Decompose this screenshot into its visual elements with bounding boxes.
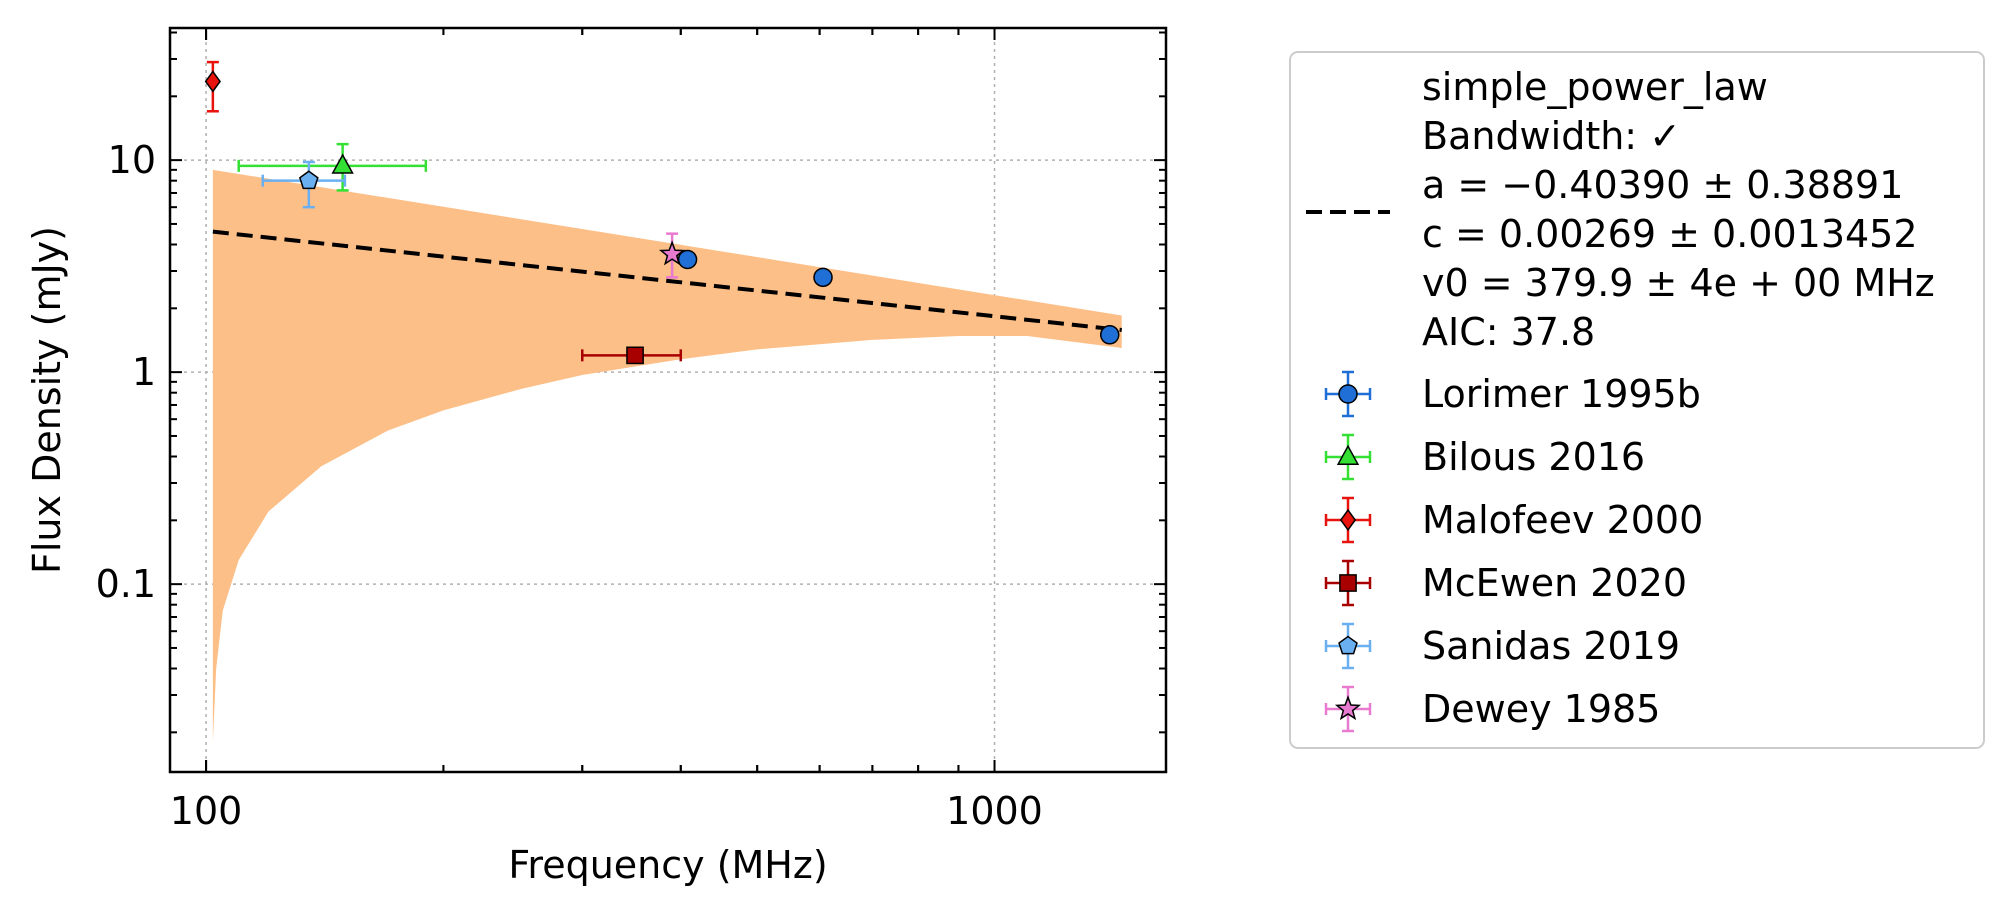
legend-entry-2: Malofeev 2000 xyxy=(1324,496,1703,544)
data-points xyxy=(204,60,1120,365)
legend-marker-3 xyxy=(1339,574,1357,592)
series-1 xyxy=(237,142,428,192)
legend-label-2: Malofeev 2000 xyxy=(1422,498,1703,542)
data-point-5-0 xyxy=(658,240,686,266)
legend-marker-4 xyxy=(1338,635,1358,655)
fit-line xyxy=(212,229,1122,333)
grid xyxy=(170,28,1166,772)
legend-frame xyxy=(1289,51,1985,749)
legend-entry-3: McEwen 2020 xyxy=(1324,559,1687,607)
legend-label-5: Dewey 1985 xyxy=(1422,687,1660,731)
fit-band xyxy=(212,169,1122,743)
x-tick-label-1: 1000 xyxy=(946,789,1043,833)
series-4 xyxy=(261,160,347,209)
legend-entry-1: Bilous 2016 xyxy=(1324,433,1645,481)
legend-fit-line-1: Bandwidth: ✓ xyxy=(1422,114,1681,158)
series-0 xyxy=(677,249,1120,345)
data-point-1-0 xyxy=(331,153,354,174)
legend-marker-1 xyxy=(1336,444,1360,465)
legend-entry-0: Lorimer 1995b xyxy=(1324,370,1701,418)
series-3 xyxy=(581,346,683,365)
fit-uncertainty-band xyxy=(212,169,1122,743)
data-point-2-0 xyxy=(204,70,221,93)
legend-marker-0 xyxy=(1338,384,1358,404)
y-tick-label-2: 10 xyxy=(108,138,156,182)
fit-line-layer xyxy=(212,229,1122,333)
legend: simple_power_law Bandwidth: ✓ a = −0.40390… xyxy=(1289,51,1985,749)
legend-label-3: McEwen 2020 xyxy=(1422,561,1687,605)
data-point-3-0 xyxy=(626,346,644,365)
legend-marker-5 xyxy=(1334,695,1362,721)
legend-fit-line-5: AIC: 37.8 xyxy=(1422,310,1595,354)
legend-fit-line-2: a = −0.40390 ± 0.38891 xyxy=(1422,163,1903,207)
y-tick-label-0: 0.1 xyxy=(96,562,156,606)
legend-entry-5: Dewey 1985 xyxy=(1324,685,1660,733)
x-error-bar-1-0 xyxy=(237,159,428,172)
axis-ticks xyxy=(169,28,1166,772)
series-5 xyxy=(658,232,686,279)
plot-frame xyxy=(168,26,1168,774)
data-point-0-0 xyxy=(677,249,698,270)
legend-label-1: Bilous 2016 xyxy=(1422,435,1645,479)
data-point-0-2 xyxy=(1099,325,1120,345)
y-tick-label-1: 1 xyxy=(132,350,156,394)
data-point-0-1 xyxy=(813,267,833,288)
x-tick-label-0: 100 xyxy=(170,789,243,833)
y-axis-label: Flux Density (mJy) xyxy=(25,226,69,574)
legend-fit-line-3: c = 0.00269 ± 0.0013452 xyxy=(1422,212,1918,256)
legend-marker-2 xyxy=(1339,508,1357,532)
data-point-4-0 xyxy=(298,170,319,190)
series-2 xyxy=(204,60,221,113)
legend-entry-4: Sanidas 2019 xyxy=(1324,622,1680,670)
legend-fit-line-0: simple_power_law xyxy=(1422,65,1768,109)
legend-fit-line-4: v0 = 379.9 ± 4e + 00 MHz xyxy=(1422,261,1935,305)
legend-label-4: Sanidas 2019 xyxy=(1422,624,1680,668)
tick-labels: 100 1000 0.1 1 10 xyxy=(96,138,1043,833)
legend-label-0: Lorimer 1995b xyxy=(1422,372,1701,416)
x-axis-label: Frequency (MHz) xyxy=(508,843,827,887)
